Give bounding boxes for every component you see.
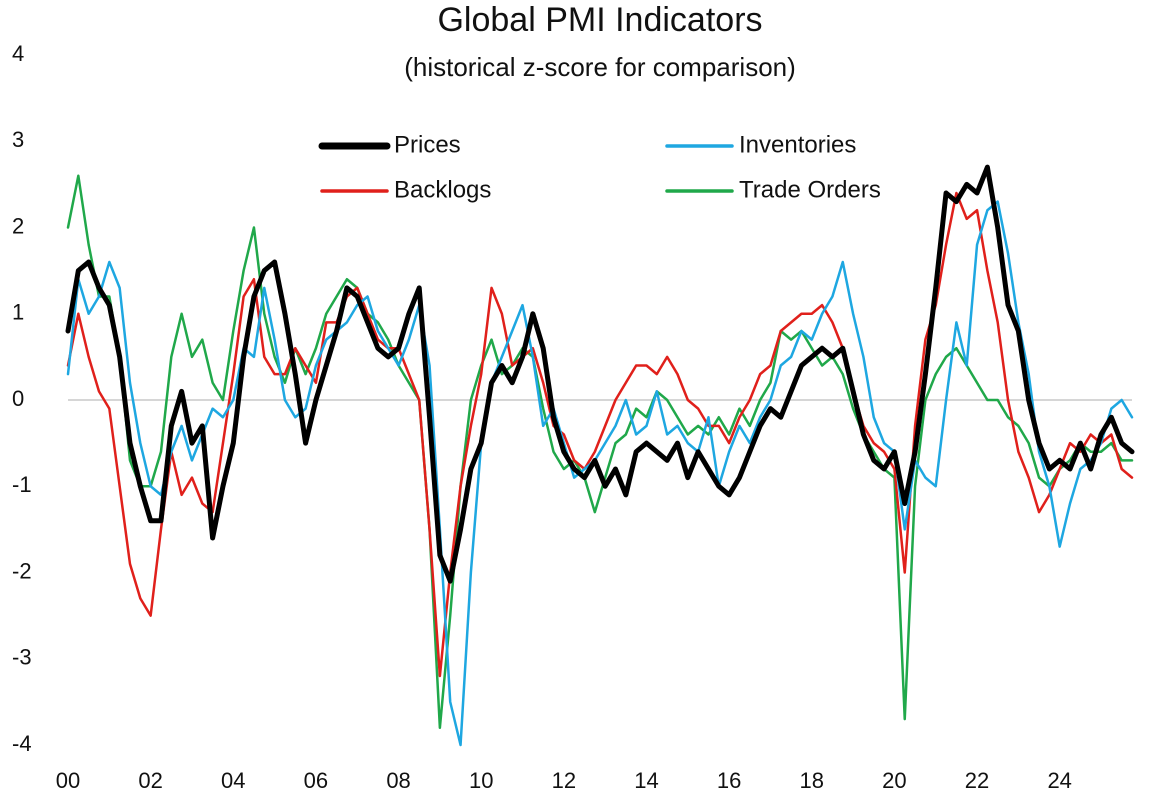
x-tick-label: 22 [965,768,989,793]
x-tick-label: 18 [800,768,824,793]
series-line [65,164,1135,584]
y-tick-label: -2 [12,558,32,583]
x-tick-label: 04 [221,768,245,793]
y-tick-label: 0 [12,386,24,411]
x-tick-label: 10 [469,768,493,793]
x-tick-label: 20 [882,768,906,793]
y-tick-label: 3 [12,127,24,152]
x-tick-label: 14 [634,768,658,793]
x-tick-label: 06 [304,768,328,793]
legend-label: Inventories [739,131,856,158]
y-tick-label: -4 [12,731,32,756]
x-tick-label: 24 [1047,768,1071,793]
x-tick-label: 02 [138,768,162,793]
y-tick-label: -1 [12,472,32,497]
x-tick-label: 08 [386,768,410,793]
chart-subtitle: (historical z-score for comparison) [404,52,796,82]
series-line [66,191,1134,678]
legend-label: Trade Orders [739,176,881,203]
legend-label: Backlogs [394,176,491,203]
x-tick-label: 00 [56,768,80,793]
y-tick-label: 1 [12,300,24,325]
y-tick-label: 2 [12,213,24,238]
chart-title: Global PMI Indicators [437,1,762,39]
series-line [66,174,1134,729]
x-tick-label: 12 [552,768,576,793]
y-tick-label: 4 [12,41,24,66]
x-tick-label: 16 [717,768,741,793]
y-tick-label: -3 [12,645,32,670]
legend-label: Prices [394,131,461,158]
